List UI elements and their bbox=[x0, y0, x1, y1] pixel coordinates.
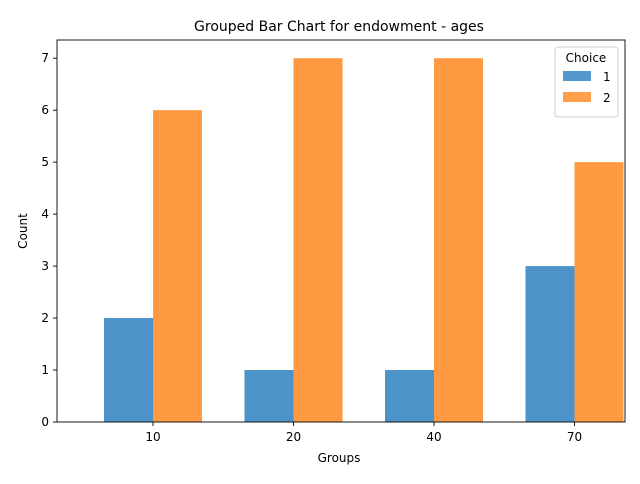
y-tick-label: 1 bbox=[41, 363, 49, 377]
y-tick-label: 6 bbox=[41, 103, 49, 117]
legend-swatch-series-2 bbox=[563, 92, 591, 102]
x-tick-label: 40 bbox=[426, 430, 441, 444]
x-tick-label: 10 bbox=[145, 430, 160, 444]
bar-series-1-group-10 bbox=[104, 318, 153, 422]
x-axis-ticks: 10 20 40 70 bbox=[145, 422, 582, 444]
legend-label-series-1: 1 bbox=[603, 70, 611, 84]
y-tick-label: 5 bbox=[41, 155, 49, 169]
bar-series-1-group-20 bbox=[244, 370, 294, 422]
bar-series-2-group-70 bbox=[574, 162, 624, 422]
bar-series-2-group-10 bbox=[153, 110, 202, 422]
bars-layer bbox=[104, 58, 624, 422]
x-axis-label: Groups bbox=[318, 451, 361, 465]
bar-series-2-group-40 bbox=[434, 58, 483, 422]
x-tick-label: 20 bbox=[286, 430, 301, 444]
legend: Choice 1 2 bbox=[554, 46, 619, 118]
legend-label-series-2: 2 bbox=[603, 91, 611, 105]
y-tick-label: 7 bbox=[41, 51, 49, 65]
legend-title: Choice bbox=[566, 51, 607, 65]
y-tick-label: 2 bbox=[41, 311, 49, 325]
y-tick-label: 3 bbox=[41, 259, 49, 273]
y-tick-label: 0 bbox=[41, 415, 49, 429]
y-axis-label: Count bbox=[16, 213, 30, 249]
x-tick-label: 70 bbox=[567, 430, 582, 444]
legend-swatch-series-1 bbox=[563, 71, 591, 81]
bar-series-1-group-70 bbox=[525, 266, 575, 422]
chart-title: Grouped Bar Chart for endowment - ages bbox=[194, 19, 484, 35]
bar-series-1-group-40 bbox=[385, 370, 434, 422]
plot-frame bbox=[56, 39, 626, 423]
y-axis-ticks: 0 1 2 3 4 5 6 7 bbox=[41, 51, 57, 429]
bar-series-2-group-20 bbox=[293, 58, 343, 422]
y-tick-label: 4 bbox=[41, 207, 49, 221]
